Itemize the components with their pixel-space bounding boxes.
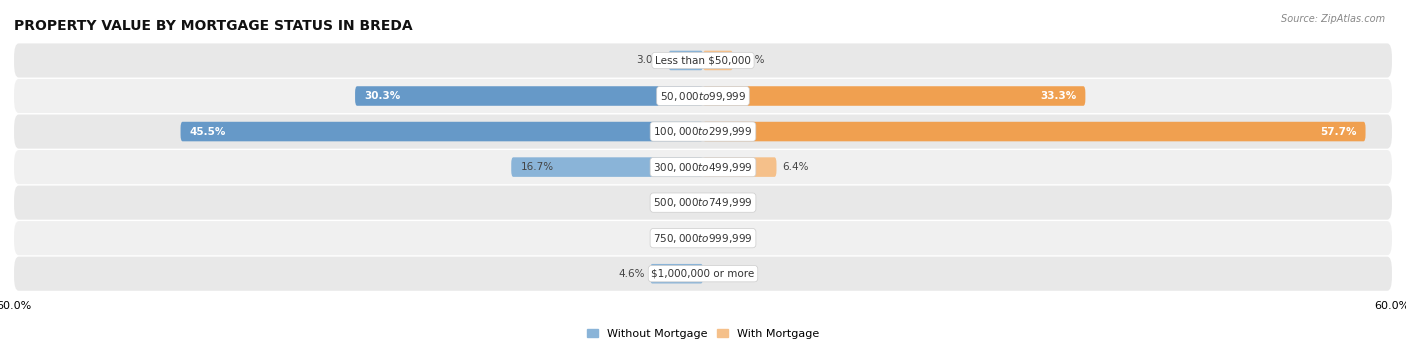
Text: 45.5%: 45.5% bbox=[190, 127, 226, 136]
Text: $100,000 to $299,999: $100,000 to $299,999 bbox=[654, 125, 752, 138]
FancyBboxPatch shape bbox=[14, 79, 1392, 113]
FancyBboxPatch shape bbox=[14, 257, 1392, 291]
Text: $300,000 to $499,999: $300,000 to $499,999 bbox=[654, 161, 752, 174]
Text: $750,000 to $999,999: $750,000 to $999,999 bbox=[654, 232, 752, 245]
Legend: Without Mortgage, With Mortgage: Without Mortgage, With Mortgage bbox=[582, 324, 824, 341]
Text: Less than $50,000: Less than $50,000 bbox=[655, 56, 751, 65]
FancyBboxPatch shape bbox=[669, 51, 703, 70]
Text: $500,000 to $749,999: $500,000 to $749,999 bbox=[654, 196, 752, 209]
Text: 30.3%: 30.3% bbox=[364, 91, 401, 101]
FancyBboxPatch shape bbox=[703, 122, 1365, 141]
Text: $1,000,000 or more: $1,000,000 or more bbox=[651, 269, 755, 279]
Text: Source: ZipAtlas.com: Source: ZipAtlas.com bbox=[1281, 14, 1385, 24]
Text: 57.7%: 57.7% bbox=[1320, 127, 1357, 136]
Text: 0.0%: 0.0% bbox=[665, 233, 692, 243]
Text: 2.6%: 2.6% bbox=[738, 56, 765, 65]
FancyBboxPatch shape bbox=[512, 157, 703, 177]
Text: 6.4%: 6.4% bbox=[782, 162, 808, 172]
Text: PROPERTY VALUE BY MORTGAGE STATUS IN BREDA: PROPERTY VALUE BY MORTGAGE STATUS IN BRE… bbox=[14, 19, 413, 33]
FancyBboxPatch shape bbox=[14, 150, 1392, 184]
Text: 3.0%: 3.0% bbox=[637, 56, 662, 65]
FancyBboxPatch shape bbox=[14, 186, 1392, 220]
Text: 0.0%: 0.0% bbox=[714, 198, 741, 208]
FancyBboxPatch shape bbox=[703, 51, 733, 70]
FancyBboxPatch shape bbox=[14, 115, 1392, 149]
Text: 0.0%: 0.0% bbox=[665, 198, 692, 208]
FancyBboxPatch shape bbox=[703, 157, 776, 177]
Text: 0.0%: 0.0% bbox=[714, 269, 741, 279]
Text: 0.0%: 0.0% bbox=[714, 233, 741, 243]
Text: 33.3%: 33.3% bbox=[1040, 91, 1076, 101]
Text: $50,000 to $99,999: $50,000 to $99,999 bbox=[659, 89, 747, 103]
FancyBboxPatch shape bbox=[180, 122, 703, 141]
Text: 16.7%: 16.7% bbox=[520, 162, 554, 172]
FancyBboxPatch shape bbox=[14, 221, 1392, 255]
FancyBboxPatch shape bbox=[14, 43, 1392, 77]
Text: 4.6%: 4.6% bbox=[619, 269, 644, 279]
FancyBboxPatch shape bbox=[703, 86, 1085, 106]
FancyBboxPatch shape bbox=[650, 264, 703, 283]
FancyBboxPatch shape bbox=[356, 86, 703, 106]
